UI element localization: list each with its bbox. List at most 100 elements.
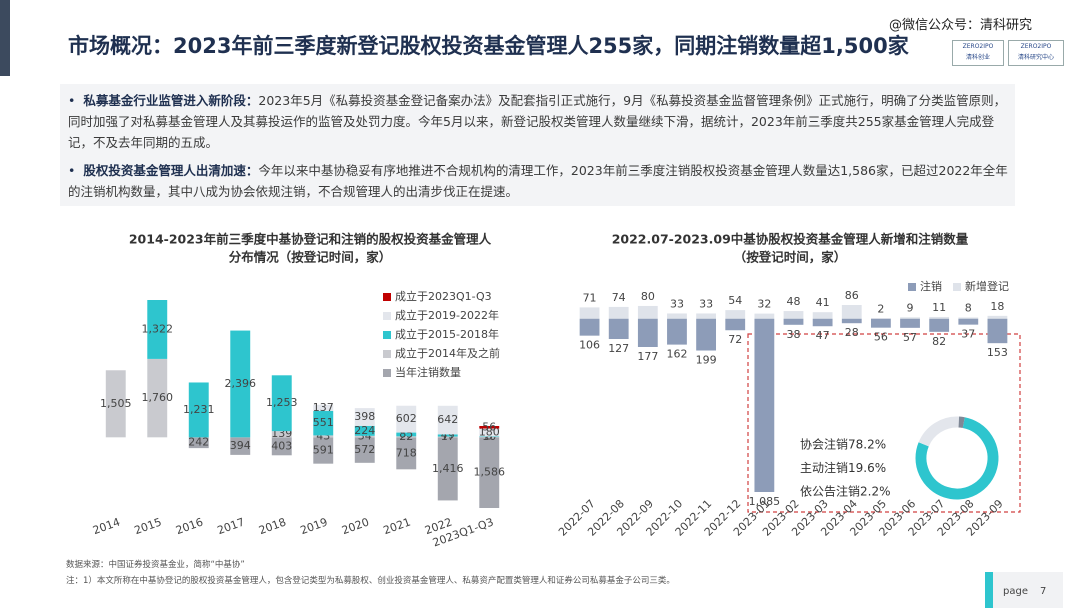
value-label: 1,416 (432, 462, 464, 475)
logo: ZERO2IPO 清科创业 (952, 40, 1004, 66)
bar (812, 312, 833, 319)
bar (870, 318, 891, 319)
value-label: 2 (877, 302, 884, 315)
value-label: 127 (608, 342, 629, 355)
logo-text: ZERO2IPO (962, 43, 994, 50)
value-label: 572 (354, 443, 375, 456)
value-label: 33 (699, 297, 713, 310)
legend-label: 成立于2014年及之前 (395, 346, 500, 360)
page-box (993, 572, 1063, 608)
bar (354, 437, 375, 463)
bar (437, 436, 458, 438)
value-label: 551 (313, 416, 334, 429)
value-label: 1,505 (100, 397, 132, 410)
bar (696, 318, 717, 351)
value-label: 403 (271, 439, 292, 452)
bar (900, 318, 920, 328)
bar (188, 382, 209, 438)
bar (579, 307, 600, 319)
legend-swatch (383, 369, 391, 377)
x-tick-label: 2015 (133, 515, 164, 537)
bar (437, 437, 458, 501)
value-label: 86 (845, 289, 859, 302)
bullet-label: 私募基金行业监管进入新阶段： (83, 93, 259, 108)
value-label: 162 (666, 348, 687, 361)
bar (271, 375, 292, 432)
legend-swatch (908, 283, 916, 291)
value-label: 398 (354, 410, 375, 423)
x-tick-label: 2021 (382, 515, 413, 537)
legend-label: 成立于2023Q1-Q3 (395, 289, 492, 303)
bar (929, 318, 950, 332)
bar (354, 435, 375, 438)
bar (437, 434, 458, 437)
bar (396, 432, 417, 437)
chart-title: 2022.07-2023.09中基协股权投资基金管理人新增和注销数量 (612, 232, 969, 247)
page-label: page (1003, 586, 1028, 597)
value-label: 71 (583, 291, 597, 304)
value-label: 642 (437, 413, 458, 426)
legend-swatch (953, 283, 961, 291)
bar (313, 410, 334, 436)
x-tick-label: 2020 (340, 515, 371, 537)
bar (667, 318, 687, 345)
bar (637, 305, 658, 319)
value-label: 54 (728, 294, 742, 307)
bar (313, 404, 334, 411)
logo-text: ZERO2IPO (1020, 43, 1052, 50)
value-label: 8 (965, 301, 972, 314)
value-label: 591 (313, 443, 334, 456)
x-tick-label: 2016 (174, 515, 205, 537)
bar (479, 436, 500, 438)
value-label: 1,231 (183, 403, 215, 416)
bar (105, 370, 126, 438)
chart-subtitle: （按登记时间，家） (734, 250, 847, 265)
bar (987, 318, 1008, 344)
value-label: 80 (641, 290, 655, 303)
bar (667, 313, 687, 319)
donut-slice (915, 417, 999, 500)
bar (725, 318, 746, 331)
bar (783, 311, 804, 319)
logo-text: 清科研究中心 (1017, 54, 1054, 61)
bar (637, 318, 658, 347)
page-accent (985, 572, 993, 608)
value-label: 18 (990, 300, 1004, 313)
legend-label: 当年注销数量 (395, 365, 461, 379)
x-tick-label: 2018 (257, 515, 288, 537)
chart-title: 2014-2023年前三季度中基协登记和注销的股权投资基金管理人 (129, 232, 492, 247)
value-label: 37 (961, 328, 975, 341)
bullet: • 股权投资基金管理人出清加速：今年以来中基协稳妥有序地推进不合规机构的清理工作，… (68, 163, 1008, 199)
bar (812, 318, 833, 327)
value-label: 47 (816, 329, 830, 342)
bar (841, 318, 862, 324)
bar (271, 431, 292, 438)
x-tick-label: 2014 (91, 515, 122, 537)
bar (754, 313, 775, 319)
bar (725, 310, 746, 319)
bar (900, 317, 920, 319)
value-label: 718 (396, 446, 417, 459)
value-label: 137 (313, 401, 334, 414)
value-label: 74 (612, 291, 626, 304)
value-label: 199 (696, 354, 717, 367)
chart-subtitle: 分布情况（按登记时间，家） (229, 250, 392, 265)
bullet: • 私募基金行业监管进入新阶段：2023年5月《私募投资基金登记备案办法》及配套指… (68, 93, 1007, 150)
bar (313, 437, 334, 464)
value-label: 48 (787, 295, 801, 308)
bar (929, 316, 950, 319)
bullet-text: 今年以来中基协稳妥有序地推进不合规机构的清理工作，2023年前三季度注销股权投资… (68, 163, 1008, 199)
bar (870, 318, 891, 328)
summary-band (60, 84, 1015, 206)
legend-label: 新增登记 (965, 279, 1009, 293)
bullet-text: 2023年5月《私募投资基金登记备案办法》及配套指引正式施行，9月《私募投资基金… (68, 93, 1007, 150)
page-number: 7 (1040, 586, 1046, 597)
bar (188, 437, 209, 449)
bar (230, 437, 251, 455)
bar (608, 306, 629, 319)
value-label: 56 (874, 331, 888, 344)
value-label: 602 (396, 412, 417, 425)
legend-swatch (383, 350, 391, 358)
